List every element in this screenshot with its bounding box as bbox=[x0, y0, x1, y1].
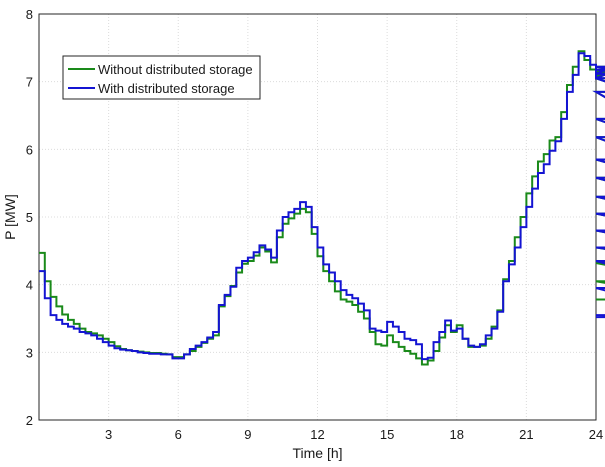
x-tick-label: 21 bbox=[519, 427, 533, 442]
legend-box bbox=[62, 55, 261, 100]
x-tick-label: 12 bbox=[310, 427, 324, 442]
y-tick-label: 4 bbox=[26, 278, 33, 293]
tick-labels: 3 6 9 12 15 18 21 24 2 3 4 5 6 7 8 bbox=[26, 7, 603, 442]
y-tick-label: 7 bbox=[26, 75, 33, 90]
y-tick-label: 6 bbox=[26, 142, 33, 157]
series-line-with-storage bbox=[39, 52, 605, 361]
series-group bbox=[39, 50, 605, 366]
x-tick-label: 3 bbox=[105, 427, 112, 442]
legend-label-with-storage: With distributed storage bbox=[98, 81, 235, 96]
x-tick-label: 9 bbox=[244, 427, 251, 442]
x-tick-label: 15 bbox=[380, 427, 394, 442]
x-axis-label: Time [h] bbox=[292, 445, 342, 461]
y-tick-label: 3 bbox=[26, 345, 33, 360]
y-tick-label: 5 bbox=[26, 210, 33, 225]
x-tick-label: 24 bbox=[589, 427, 603, 442]
y-tick-label: 8 bbox=[26, 7, 33, 22]
legend-label-without-storage: Without distributed storage bbox=[98, 62, 253, 77]
plot-frame bbox=[38, 13, 597, 421]
x-tick-label: 6 bbox=[175, 427, 182, 442]
x-tick-label: 18 bbox=[450, 427, 464, 442]
legend: Without distributed storage With distrib… bbox=[62, 55, 261, 100]
y-tick-label: 2 bbox=[26, 413, 33, 428]
y-axis-label: P [MW] bbox=[2, 194, 18, 240]
